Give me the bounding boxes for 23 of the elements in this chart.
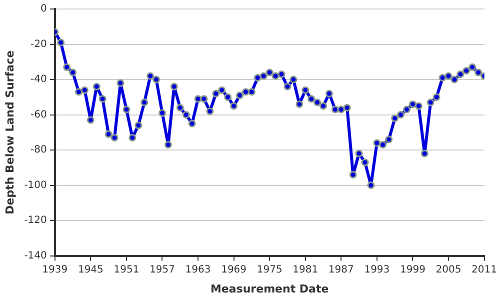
y-tick-label: -60 xyxy=(30,109,47,120)
x-tick-label: 2011 xyxy=(472,264,497,276)
x-axis-title: Measurement Date xyxy=(210,282,329,296)
x-tick-label: 1939 xyxy=(42,264,68,276)
y-tick-label: -80 xyxy=(30,144,47,156)
x-tick-label: 1999 xyxy=(400,264,426,276)
y-tick-label: -40 xyxy=(30,74,47,86)
y-tick-label: -140 xyxy=(24,250,47,262)
x-tick-label: 1975 xyxy=(256,264,282,276)
x-tick-label: 1957 xyxy=(150,264,175,276)
y-tick-label: 0 xyxy=(40,4,47,15)
x-tick-label: 2005 xyxy=(436,264,462,276)
y-tick-label: -100 xyxy=(24,180,47,191)
x-tick-label: 1969 xyxy=(221,264,247,276)
y-tick-label: -20 xyxy=(30,38,47,50)
x-tick-label: 1951 xyxy=(114,264,140,276)
x-tick-label: 1963 xyxy=(185,264,211,276)
x-tick-label: 1987 xyxy=(328,264,354,276)
x-tick-label: 1945 xyxy=(78,264,104,276)
y-axis-title: Depth Below Land Surface xyxy=(3,50,16,214)
x-tick-label: 1981 xyxy=(292,264,318,276)
y-tick-label: -120 xyxy=(24,215,47,226)
x-tick-label: 1993 xyxy=(364,264,390,276)
